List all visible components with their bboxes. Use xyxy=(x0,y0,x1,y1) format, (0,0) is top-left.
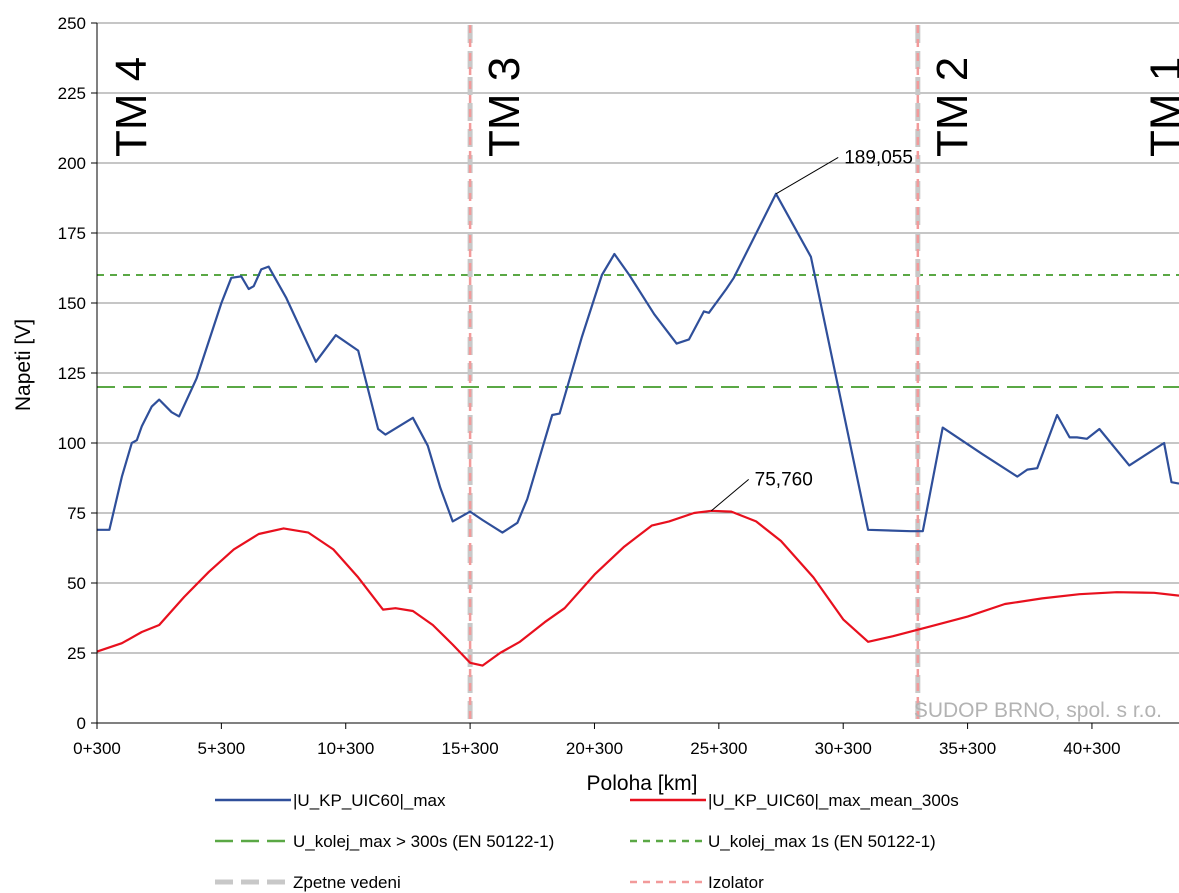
x-tick-label: 20+300 xyxy=(566,739,623,758)
legend: |U_KP_UIC60|_max |U_KP_UIC60|_max_mean_30… xyxy=(215,791,959,892)
y-tick-label: 125 xyxy=(58,364,86,383)
zone-label: TM 2 xyxy=(928,57,977,157)
zone-label: TM 3 xyxy=(480,57,529,157)
axes xyxy=(96,23,1179,724)
y-axis-label: Napeti [V] xyxy=(12,319,35,411)
grid-lines xyxy=(97,22,1179,654)
y-tick-label: 75 xyxy=(67,504,86,523)
annotation-label: 75,760 xyxy=(755,469,813,490)
zone-label: TM 1 xyxy=(1142,57,1179,157)
legend-label: Zpetne vedeni xyxy=(293,873,401,892)
threshold-lines xyxy=(97,274,1179,388)
zone-label: TM 4 xyxy=(107,57,156,157)
y-tick-label: 250 xyxy=(58,14,86,33)
x-axis-ticks: 0+300 5+300 10+300 15+300 20+300 25+300 30+300… xyxy=(73,723,1121,758)
y-tick-label: 100 xyxy=(58,434,86,453)
x-tick-label: 15+300 xyxy=(442,739,499,758)
annotations: 189,055 75,760 xyxy=(711,147,913,512)
x-tick-label: 0+300 xyxy=(73,739,121,758)
y-tick-label: 175 xyxy=(58,224,86,243)
legend-label: U_kolej_max > 300s (EN 50122-1) xyxy=(293,832,554,851)
series-line-2 xyxy=(96,509,1179,667)
x-tick-label: 35+300 xyxy=(939,739,996,758)
annotation-leader xyxy=(775,156,839,195)
y-tick-label: 50 xyxy=(67,574,86,593)
legend-label: U_kolej_max 1s (EN 50122-1) xyxy=(708,832,936,851)
vertical-markers xyxy=(467,25,921,723)
y-tick-label: 150 xyxy=(58,294,86,313)
x-tick-label: 25+300 xyxy=(690,739,747,758)
x-tick-label: 5+300 xyxy=(197,739,245,758)
x-axis-label: Poloha [km] xyxy=(587,772,698,795)
legend-label: |U_KP_UIC60|_max xyxy=(293,791,446,810)
series-line-1 xyxy=(97,192,1179,534)
zone-labels: TM 4 TM 3 TM 2 TM 1 xyxy=(107,57,1179,157)
y-tick-label: 0 xyxy=(77,714,86,733)
annotation-leader xyxy=(711,479,750,512)
y-tick-label: 25 xyxy=(67,644,86,663)
y-tick-label: 225 xyxy=(58,84,86,103)
x-tick-label: 10+300 xyxy=(317,739,374,758)
y-axis-ticks: 0 25 50 75 100 125 150 175 200 225 250 xyxy=(58,14,97,733)
watermark-text: SUDOP BRNO, spol. s r.o. xyxy=(914,699,1162,722)
data-series xyxy=(96,192,1179,667)
y-tick-label: 200 xyxy=(58,154,86,173)
x-tick-label: 30+300 xyxy=(815,739,872,758)
annotation-label: 189,055 xyxy=(844,147,913,168)
legend-label: |U_KP_UIC60|_max_mean_300s xyxy=(708,791,959,810)
x-tick-label: 40+300 xyxy=(1063,739,1120,758)
legend-label: Izolator xyxy=(708,873,764,892)
